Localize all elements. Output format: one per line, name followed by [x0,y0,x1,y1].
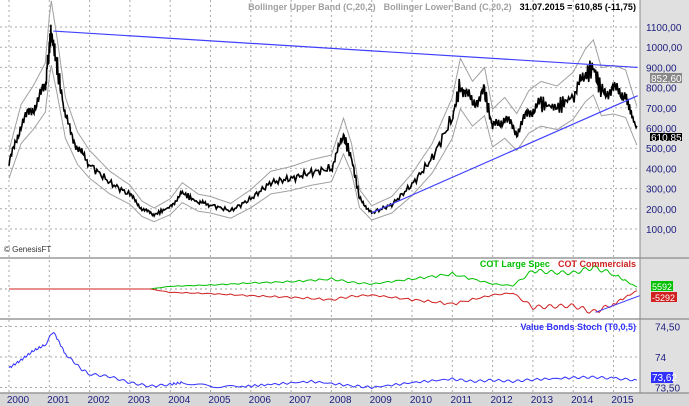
cot-large-spec-line [9,264,638,290]
y-tick-label: 1100,00 [646,23,682,34]
y-tick-label: 100,00 [646,225,677,236]
bollinger-upper-band [8,0,638,209]
y-tick-label: 73,50 [655,384,680,395]
y-tick-label: 800,00 [646,84,677,95]
upper-band-value: 852,60 [651,74,682,85]
large-spec-value: 5592 [652,282,672,292]
y-tick-label: 1000,00 [646,43,683,54]
cot-commercials-line [9,288,638,314]
x-tick-label: 2001 [47,395,70,406]
x-tick-label: 2009 [370,395,393,406]
y-tick-label: 74,50 [655,323,680,334]
upper-band-value-box [650,73,682,83]
x-tick-label: 2015 [611,395,634,406]
x-tick-label: 2002 [87,395,110,406]
genesisft-watermark: © GenesisFT [4,245,51,254]
commercials-value: -5292 [652,293,675,303]
commercials-value-box [651,292,677,302]
x-tick-label: 2000 [7,395,30,406]
y-tick-label: 200,00 [646,205,677,216]
stoch-value-box [651,372,673,383]
y-tick-label: 400,00 [646,164,677,175]
trendline [371,95,638,214]
x-tick-label: 2006 [249,395,272,406]
x-axis-bg [0,393,689,406]
right-axis-bg [640,0,689,406]
legend-large-spec: COT Large Spec [480,259,550,269]
legend-commercials: COT Commercials [558,259,636,269]
price-line [8,24,638,218]
trendline [53,30,638,68]
legend-lower-band: Bollinger Lower Band (C,20,2) [384,2,512,12]
y-tick-label: 300,00 [646,185,677,196]
x-tick-label: 2014 [571,395,594,406]
x-tick-label: 2004 [168,395,191,406]
last-quote: 31.07.2015 = 610,85 (-11,75) [520,2,636,12]
x-tick-label: 2012 [490,395,513,406]
stoch-line [8,332,638,390]
legend-upper-band: Bollinger Upper Band (C,20,2) [248,2,376,12]
x-tick-label: 2008 [329,395,352,406]
y-tick-label: 500,00 [646,144,677,155]
x-tick-label: 2013 [531,395,554,406]
last-price-value: 610,85 [651,133,682,144]
x-tick-label: 2005 [208,395,231,406]
legend-stoch: Value Bonds Stoch (T0,0,5) [520,322,636,332]
large-spec-value-box [651,281,673,291]
bollinger-lower-band [8,65,638,223]
y-tick-label: 74 [655,353,667,364]
y-tick-label: 900,00 [646,63,677,74]
last-price-box [650,133,682,141]
x-tick-label: 2007 [289,395,312,406]
x-tick-label: 2010 [410,395,433,406]
stoch-value: 73,62 [652,373,677,384]
x-tick-label: 2003 [128,395,151,406]
y-tick-label: 600,00 [646,124,677,135]
y-tick-label: 700,00 [646,104,677,115]
x-tick-label: 2011 [451,395,473,406]
cot-trendline [595,295,640,313]
